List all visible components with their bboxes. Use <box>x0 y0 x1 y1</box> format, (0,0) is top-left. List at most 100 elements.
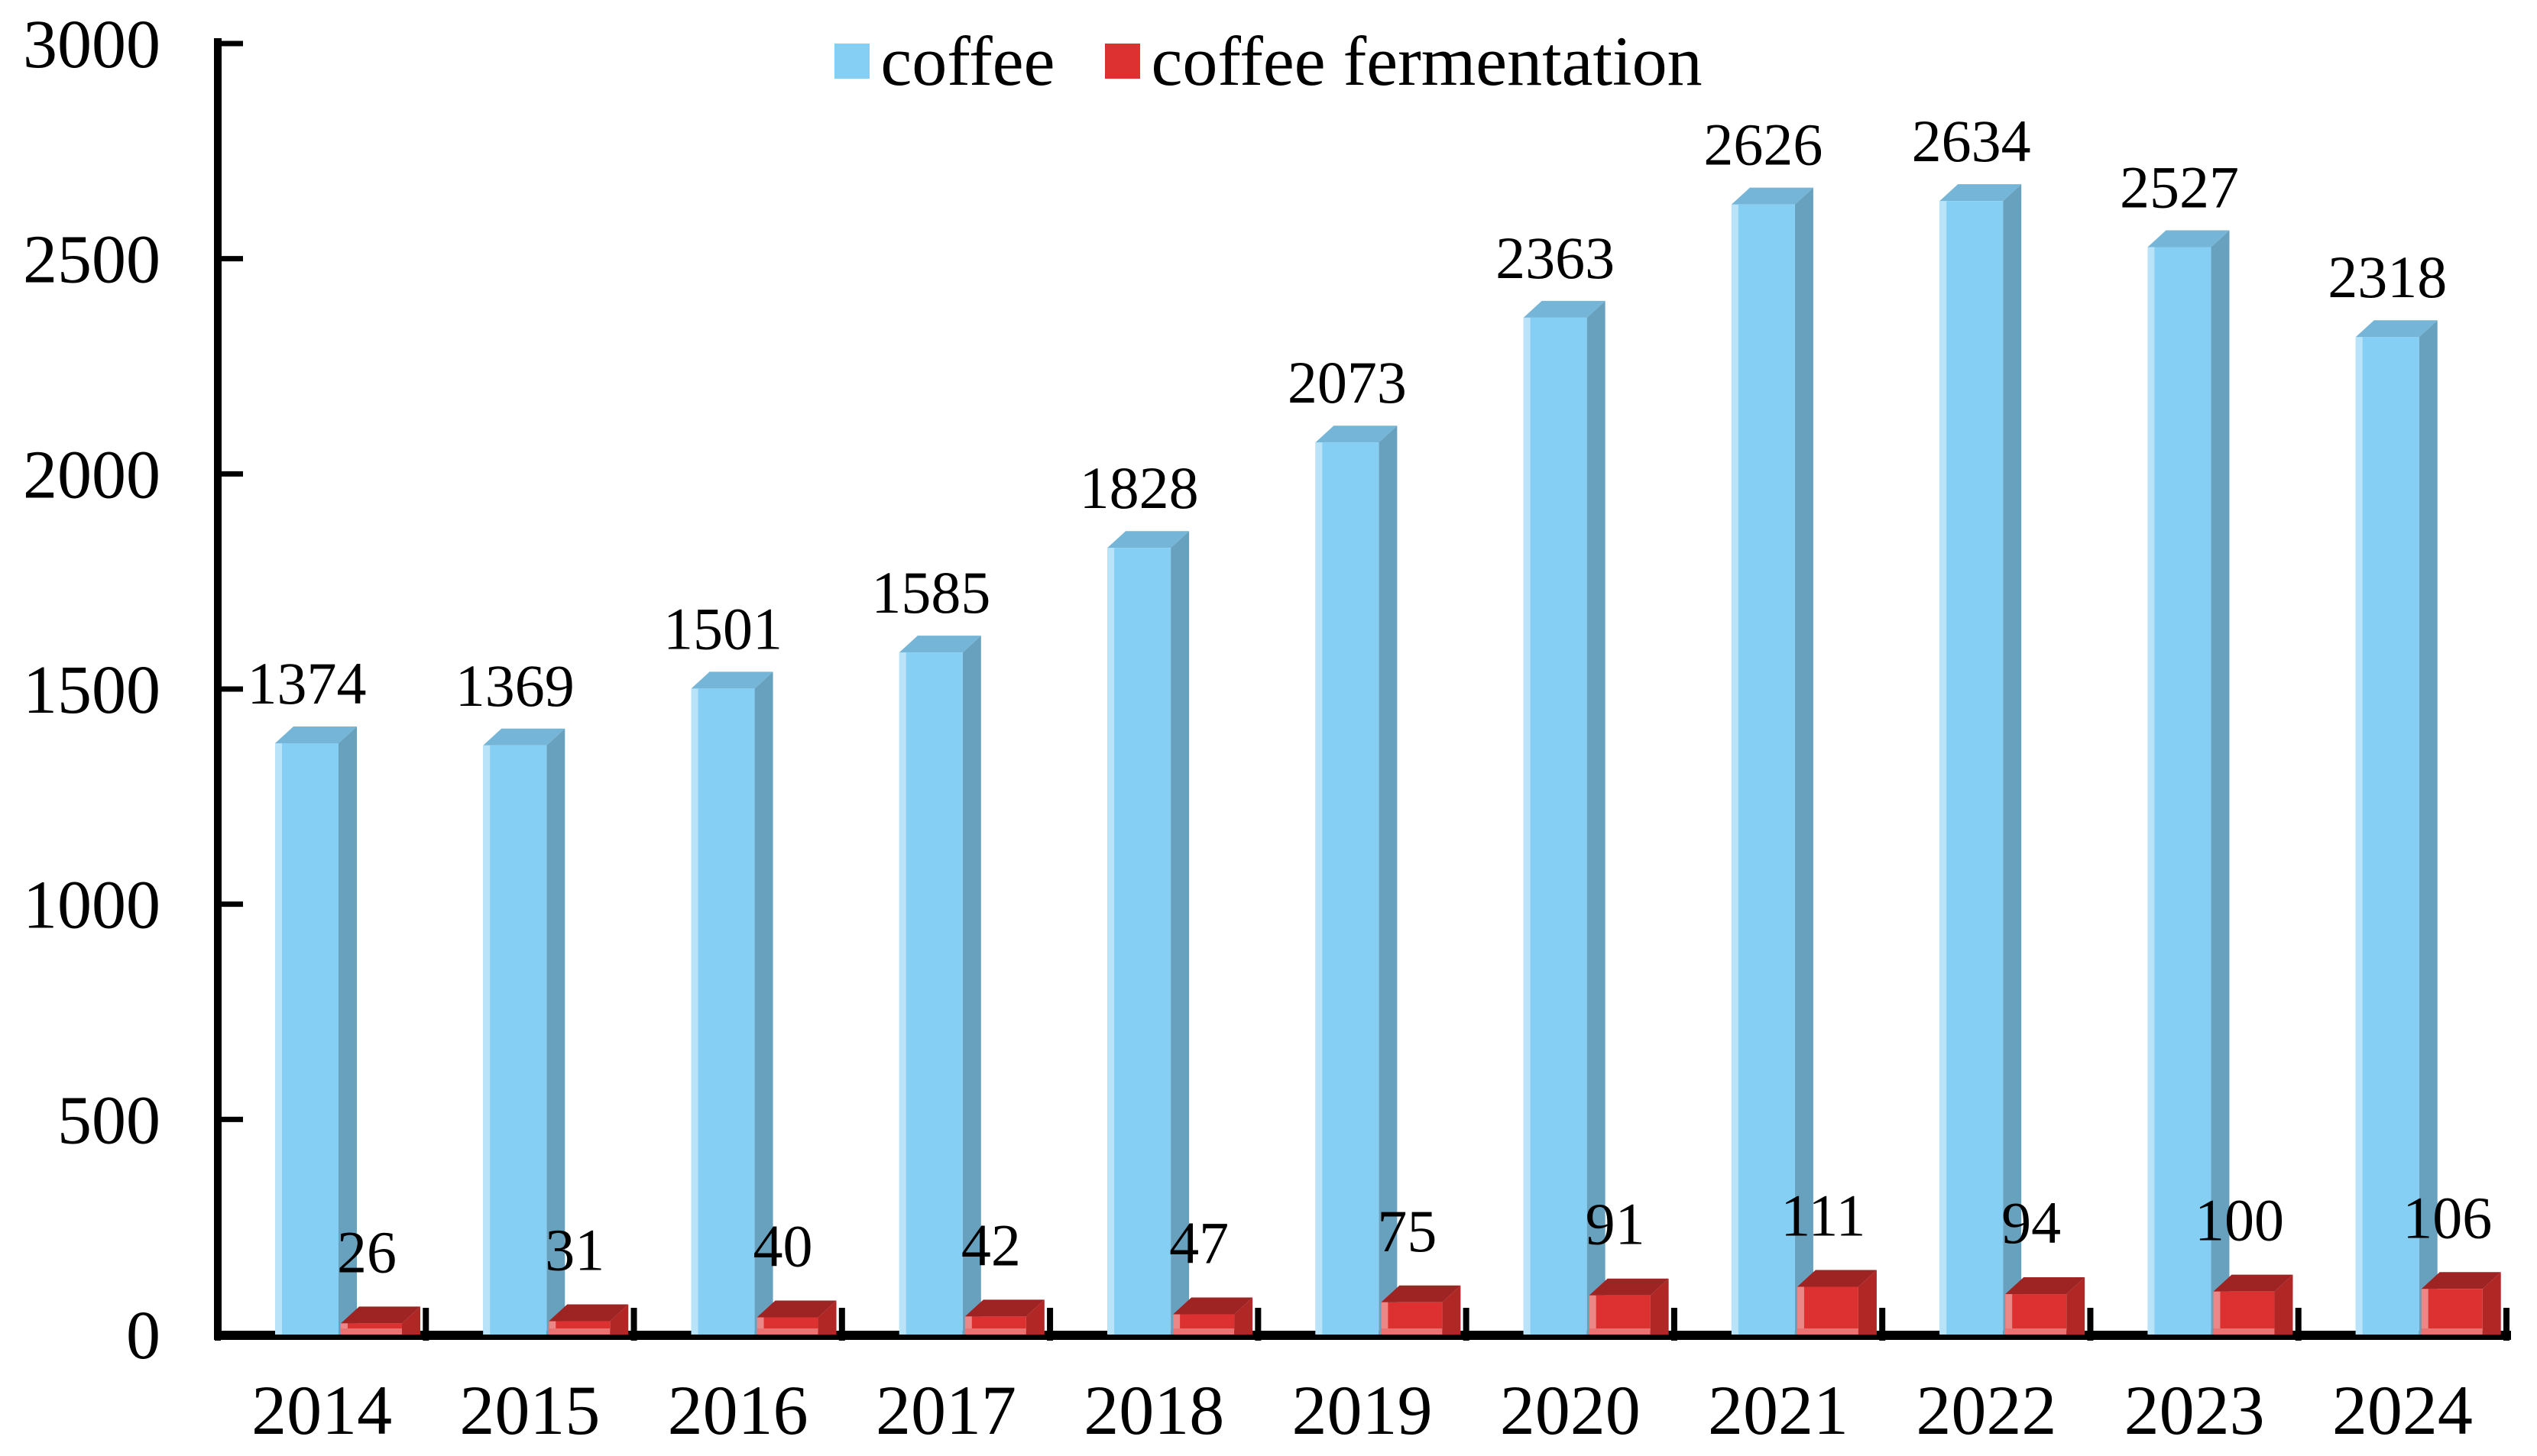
bar-top-coffee-fermentation-2021 <box>1797 1270 1877 1287</box>
bar-bottom-highlight-coffee-fermentation-2023 <box>2213 1328 2275 1335</box>
bar-side-coffee-fermentation-2017 <box>1025 1299 1045 1335</box>
bar-side-coffee-fermentation-2023 <box>2274 1274 2293 1335</box>
bar-top-coffee-2016 <box>691 671 773 689</box>
bar-bottom-highlight-coffee-fermentation-2022 <box>2005 1328 2067 1335</box>
bar-side-coffee-2024 <box>2419 320 2438 1335</box>
bar-bottom-highlight-coffee-fermentation-2014 <box>341 1328 402 1335</box>
bar-bottom-highlight-coffee-fermentation-2016 <box>757 1328 818 1335</box>
bar-highlight-coffee-2017 <box>899 652 906 1335</box>
bar-coffee-2016 <box>691 688 755 1335</box>
bar-bottom-highlight-coffee-fermentation-2015 <box>549 1328 611 1335</box>
legend-swatch-coffee-fermentation <box>1105 44 1141 79</box>
bar-highlight-coffee-fermentation-2018 <box>1173 1314 1181 1335</box>
bar-side-coffee-2018 <box>1171 531 1190 1335</box>
bar-label-coffee-fermentation-2014: 26 <box>337 1218 397 1285</box>
bar-coffee-fermentation-2024 <box>2421 1289 2483 1335</box>
bar-highlight-coffee-fermentation-2021 <box>1797 1286 1804 1335</box>
bar-label-coffee-fermentation-2015: 31 <box>545 1217 604 1283</box>
legend-swatch-coffee <box>834 44 870 79</box>
bar-top-coffee-2015 <box>483 728 565 746</box>
bar-bottom-highlight-coffee-fermentation-2017 <box>964 1328 1026 1335</box>
bar-coffee-2020 <box>1523 317 1587 1335</box>
bar-top-coffee-2023 <box>2147 230 2230 248</box>
bar-highlight-coffee-2021 <box>1731 204 1738 1335</box>
bar-highlight-coffee-fermentation-2015 <box>549 1321 556 1335</box>
bar-side-coffee-fermentation-2018 <box>1234 1297 1253 1335</box>
bar-coffee-2017 <box>899 652 963 1335</box>
bar-top-coffee-fermentation-2017 <box>964 1299 1045 1317</box>
bar-top-coffee-fermentation-2018 <box>1173 1297 1253 1315</box>
legend-item-coffee: coffee <box>834 26 1055 96</box>
bar-label-coffee-2016: 1501 <box>663 595 782 662</box>
bar-highlight-coffee-fermentation-2017 <box>964 1316 972 1335</box>
bar-label-coffee-fermentation-2024: 106 <box>2403 1184 2492 1251</box>
bar-highlight-coffee-2022 <box>1939 201 1947 1335</box>
bar-label-coffee-2017: 1585 <box>871 559 990 626</box>
bar-side-coffee-fermentation-2015 <box>610 1304 629 1335</box>
bar-bottom-highlight-coffee-fermentation-2021 <box>1797 1328 1858 1335</box>
bar-highlight-coffee-2024 <box>2355 337 2363 1335</box>
bar-coffee-2022 <box>1939 201 2004 1335</box>
bar-label-coffee-fermentation-2020: 91 <box>1586 1191 1645 1257</box>
bar-side-coffee-fermentation-2019 <box>1442 1285 1461 1335</box>
x-tick-label: 2023 <box>2124 1371 2265 1449</box>
bar-top-coffee-2022 <box>1939 184 2022 202</box>
x-tick-label: 2019 <box>1292 1371 1433 1449</box>
bar-highlight-coffee-2018 <box>1107 548 1115 1335</box>
bar-label-coffee-2021: 2626 <box>1703 112 1823 178</box>
bar-label-coffee-fermentation-2018: 47 <box>1169 1210 1229 1276</box>
x-tick-label: 2018 <box>1084 1371 1224 1449</box>
x-tick-label: 2024 <box>2332 1371 2473 1449</box>
bar-side-coffee-2014 <box>339 726 357 1335</box>
bar-bottom-highlight-coffee-fermentation-2024 <box>2421 1328 2483 1335</box>
bar-highlight-coffee-fermentation-2022 <box>2005 1294 2013 1335</box>
bar-side-coffee-2022 <box>2003 184 2022 1335</box>
bar-top-coffee-fermentation-2020 <box>1589 1278 1669 1296</box>
bar-label-coffee-fermentation-2017: 42 <box>961 1212 1021 1278</box>
x-tick-label: 2017 <box>876 1371 1016 1449</box>
bar-side-coffee-fermentation-2016 <box>818 1300 837 1335</box>
bar-label-coffee-2019: 2073 <box>1288 349 1407 416</box>
bar-label-coffee-fermentation-2016: 40 <box>753 1212 813 1279</box>
bar-highlight-coffee-fermentation-2019 <box>1381 1302 1388 1335</box>
legend-item-coffee-fermentation: coffee fermentation <box>1105 26 1703 96</box>
bar-top-coffee-fermentation-2014 <box>341 1306 420 1324</box>
bar-side-coffee-2015 <box>546 728 565 1335</box>
bar-highlight-coffee-2014 <box>275 743 282 1335</box>
bar-side-coffee-2019 <box>1379 425 1398 1335</box>
bar-top-coffee-2020 <box>1523 300 1605 318</box>
bar-bottom-highlight-coffee-fermentation-2020 <box>1589 1328 1651 1335</box>
y-tick-label: 1500 <box>23 652 160 728</box>
bar-highlight-coffee-fermentation-2024 <box>2421 1289 2428 1335</box>
bar-label-coffee-2014: 1374 <box>248 650 367 717</box>
bar-coffee-fermentation-2023 <box>2213 1291 2275 1335</box>
bar-label-coffee-2023: 2527 <box>2120 154 2239 220</box>
bar-side-coffee-fermentation-2024 <box>2482 1272 2501 1335</box>
x-tick-label: 2014 <box>251 1371 392 1449</box>
bar-side-coffee-fermentation-2020 <box>1650 1278 1669 1335</box>
chart-legend: coffee coffee fermentation <box>0 26 2537 96</box>
bar-side-coffee-2017 <box>962 636 981 1335</box>
bar-label-coffee-2020: 2363 <box>1495 225 1615 291</box>
bar-coffee-2024 <box>2355 337 2419 1335</box>
bar-bottom-highlight-coffee-fermentation-2019 <box>1381 1328 1443 1335</box>
bar-top-coffee-fermentation-2015 <box>549 1304 629 1322</box>
y-tick-label: 1000 <box>23 868 160 943</box>
bar-highlight-coffee-fermentation-2020 <box>1589 1295 1596 1335</box>
bar-top-coffee-fermentation-2023 <box>2213 1274 2293 1292</box>
bar-side-coffee-2020 <box>1586 300 1605 1335</box>
y-tick-label: 0 <box>126 1298 160 1373</box>
y-tick-label: 500 <box>57 1082 160 1158</box>
bar-coffee-fermentation-2020 <box>1589 1295 1651 1335</box>
bar-side-coffee-2023 <box>2211 230 2230 1335</box>
x-tick-label: 2022 <box>1916 1371 2056 1449</box>
bar-highlight-coffee-2023 <box>2147 247 2155 1335</box>
bar-coffee-2019 <box>1315 442 1379 1335</box>
bar-bottom-highlight-coffee-fermentation-2018 <box>1173 1328 1235 1335</box>
y-tick-label: 3000 <box>23 7 160 83</box>
bar-side-coffee-fermentation-2022 <box>2066 1277 2085 1335</box>
bar-coffee-2015 <box>483 745 547 1335</box>
bar-top-coffee-fermentation-2022 <box>2005 1277 2085 1295</box>
bar-label-coffee-fermentation-2019: 75 <box>1377 1198 1437 1264</box>
